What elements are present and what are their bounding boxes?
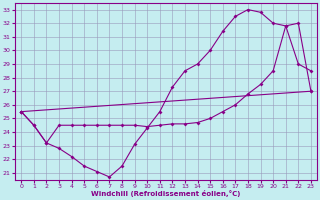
- X-axis label: Windchill (Refroidissement éolien,°C): Windchill (Refroidissement éolien,°C): [92, 190, 241, 197]
